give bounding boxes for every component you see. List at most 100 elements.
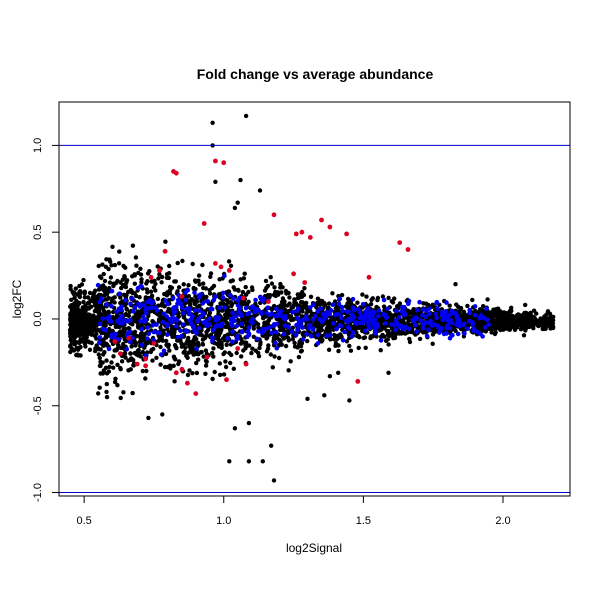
- data-point: [109, 360, 114, 365]
- data-point: [124, 292, 129, 298]
- significant-point: [165, 323, 170, 329]
- significant-point: [200, 301, 205, 306]
- data-point: [228, 263, 234, 268]
- highlighted-point: [218, 264, 224, 270]
- highlighted-point: [405, 247, 411, 252]
- data-point: [203, 286, 208, 291]
- significant-point: [306, 326, 312, 331]
- significant-point: [130, 309, 136, 314]
- data-point: [388, 317, 393, 323]
- data-point: [228, 360, 233, 366]
- data-point: [536, 323, 541, 329]
- data-point: [290, 325, 295, 330]
- highlighted-point: [157, 268, 162, 273]
- significant-point: [309, 333, 314, 339]
- data-point: [265, 346, 271, 351]
- significant-point: [295, 306, 301, 312]
- data-point: [348, 348, 354, 353]
- data-point: [216, 328, 221, 334]
- data-point: [194, 313, 199, 319]
- significant-point: [317, 316, 322, 322]
- significant-point: [246, 325, 252, 330]
- data-point: [104, 358, 109, 363]
- significant-point: [327, 332, 333, 338]
- significant-point: [417, 299, 422, 305]
- data-point: [77, 345, 83, 350]
- data-point: [272, 285, 277, 290]
- significant-point: [308, 305, 313, 310]
- highlighted-point: [143, 356, 149, 362]
- data-point: [302, 286, 307, 291]
- data-point: [268, 275, 273, 280]
- highlighted-point: [355, 379, 361, 384]
- data-point: [299, 294, 305, 299]
- significant-point: [269, 330, 274, 336]
- significant-point: [239, 313, 244, 319]
- highlighted-point: [271, 212, 277, 218]
- data-point: [118, 345, 124, 351]
- significant-point: [406, 298, 412, 304]
- data-point: [76, 311, 81, 316]
- data-point: [150, 358, 155, 363]
- significant-point: [351, 315, 357, 320]
- data-point: [485, 297, 490, 302]
- data-point: [547, 322, 552, 327]
- data-point: [305, 308, 310, 314]
- significant-point: [109, 288, 115, 294]
- significant-point: [423, 314, 429, 319]
- data-point: [121, 333, 126, 339]
- data-point: [111, 354, 116, 359]
- significant-point: [295, 327, 300, 333]
- significant-point: [194, 318, 200, 324]
- data-point: [110, 244, 115, 249]
- data-point: [288, 314, 294, 319]
- significant-point: [310, 317, 316, 322]
- significant-point: [401, 326, 407, 332]
- data-point: [161, 328, 166, 333]
- significant-point: [154, 322, 159, 327]
- data-point: [397, 331, 402, 336]
- data-point: [115, 362, 120, 367]
- data-point: [491, 318, 496, 323]
- data-point: [362, 335, 368, 340]
- significant-point: [426, 306, 432, 312]
- highlighted-point: [201, 221, 207, 226]
- data-point: [82, 289, 88, 294]
- outlier-point: [246, 459, 252, 464]
- data-point: [390, 300, 396, 305]
- data-point: [96, 391, 101, 396]
- data-point: [506, 319, 512, 324]
- data-point: [87, 347, 93, 352]
- data-point: [290, 337, 295, 342]
- data-point: [87, 340, 92, 345]
- significant-point: [267, 325, 272, 330]
- significant-point: [281, 331, 287, 337]
- significant-point: [290, 310, 295, 315]
- data-point: [406, 316, 411, 321]
- data-point: [184, 353, 189, 359]
- data-point: [123, 326, 128, 332]
- significant-point: [337, 296, 343, 302]
- data-point: [70, 337, 75, 343]
- data-point: [181, 282, 186, 287]
- data-point: [102, 350, 107, 355]
- data-point: [204, 332, 209, 338]
- data-point: [270, 365, 275, 370]
- data-point: [498, 318, 503, 323]
- data-point: [262, 321, 267, 326]
- data-point: [72, 295, 77, 300]
- data-point: [130, 390, 135, 396]
- data-point: [217, 277, 222, 282]
- data-point: [93, 288, 98, 293]
- significant-point: [449, 308, 455, 314]
- significant-point: [400, 304, 405, 310]
- data-point: [186, 283, 191, 288]
- data-point: [87, 330, 93, 336]
- data-point: [218, 372, 223, 378]
- data-point: [501, 322, 506, 327]
- significant-point: [185, 288, 190, 293]
- data-point: [165, 290, 170, 295]
- data-point: [70, 289, 75, 295]
- data-point: [277, 337, 282, 343]
- data-point: [164, 275, 170, 280]
